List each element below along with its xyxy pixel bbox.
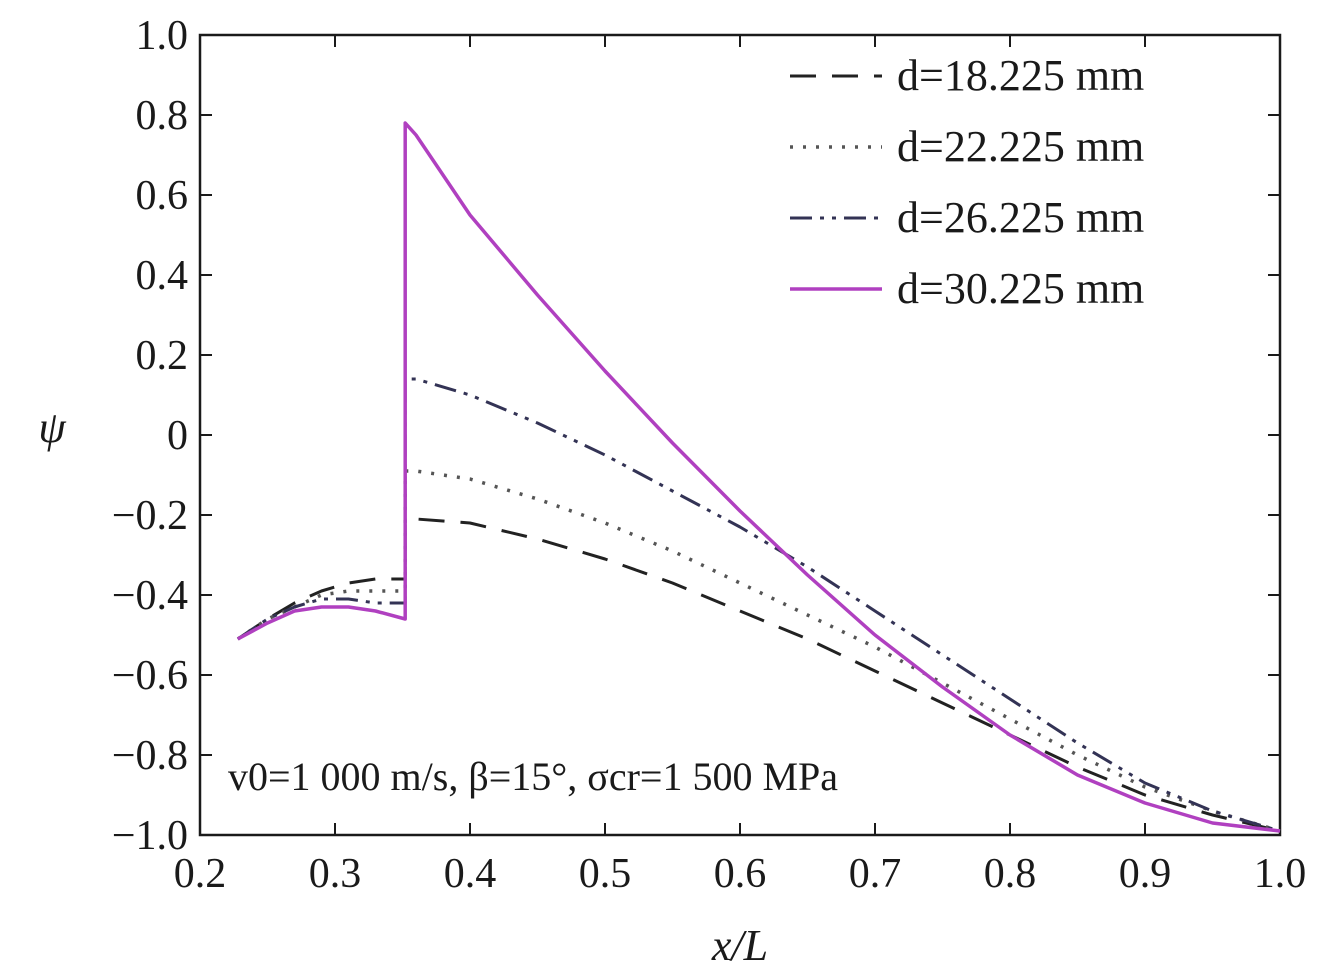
y-tick-label: 1.0 (136, 13, 189, 59)
x-tick-label: 0.3 (309, 851, 362, 897)
x-tick-label: 0.6 (714, 851, 767, 897)
y-tick-label: 0.2 (136, 333, 189, 379)
x-axis-label: x/L (711, 921, 768, 970)
x-tick-label: 0.2 (174, 851, 227, 897)
parameter-annotation: v0=1 000 m/s, β=15°, σcr=1 500 MPa (228, 754, 838, 799)
y-tick-label: 0.4 (136, 253, 189, 299)
legend-label: d=26.225 mm (897, 193, 1144, 242)
tick-marks (199, 34, 1281, 836)
legend-label: d=30.225 mm (897, 264, 1144, 313)
y-tick-label: 0.8 (136, 93, 189, 139)
legend: d=18.225 mm d=22.225 mm d=26.225 mm d=30.22… (790, 51, 1144, 313)
y-tick-labels: −1.0 −0.8 −0.6 −0.4 −0.2 0 0.2 0.4 0.6 0.8 1.0 (112, 13, 188, 859)
series-line-d22 (236, 469, 1281, 833)
series-line-d30 (236, 121, 1281, 833)
x-tick-label: 0.8 (984, 851, 1037, 897)
y-tick-label: −0.6 (112, 653, 188, 699)
y-tick-label: −0.2 (112, 493, 188, 539)
x-tick-label: 0.5 (579, 851, 632, 897)
x-tick-label: 1.0 (1254, 851, 1307, 897)
y-tick-label: −0.4 (112, 573, 188, 619)
series-lines (236, 121, 1281, 833)
legend-label: d=22.225 mm (897, 122, 1144, 171)
x-tick-label: 0.9 (1119, 851, 1172, 897)
y-tick-label: 0.6 (136, 173, 189, 219)
y-tick-label: −1.0 (112, 813, 188, 859)
y-tick-label: 0 (167, 413, 188, 459)
x-tick-label: 0.4 (444, 851, 497, 897)
y-tick-label: −0.8 (112, 733, 188, 779)
x-tick-label: 0.7 (849, 851, 902, 897)
y-axis-label: ψ (38, 403, 66, 452)
x-tick-labels: 0.2 0.3 0.4 0.5 0.6 0.7 0.8 0.9 1.0 (174, 851, 1307, 897)
legend-label: d=18.225 mm (897, 51, 1144, 100)
